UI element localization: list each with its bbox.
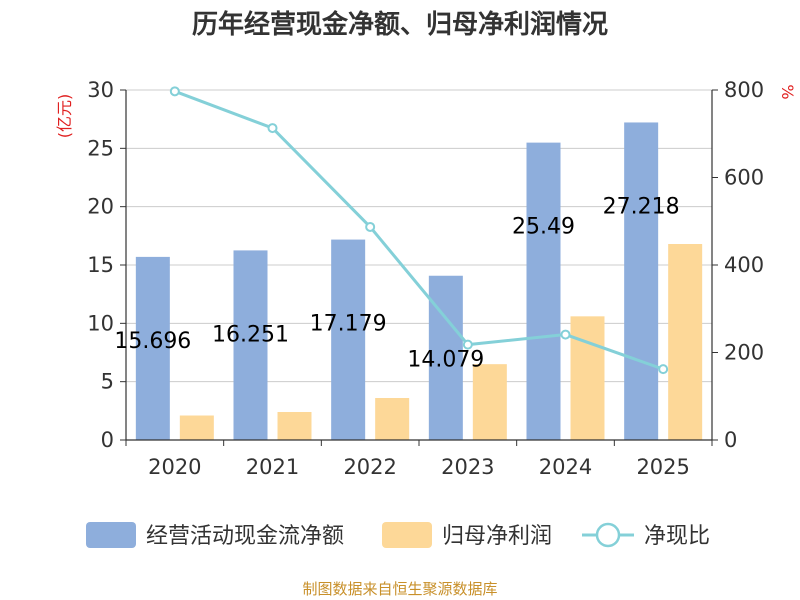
bar-data-label: 27.218	[603, 194, 680, 219]
left-tick-label: 5	[101, 370, 114, 394]
left-tick-label: 10	[87, 311, 114, 335]
x-tick-label: 2022	[343, 455, 396, 479]
left-tick-label: 0	[101, 428, 114, 452]
x-tick-label: 2021	[246, 455, 299, 479]
ratio-point	[267, 123, 278, 134]
legend-swatch	[86, 522, 136, 548]
bar-data-label: 25.49	[512, 215, 575, 240]
bar	[624, 122, 659, 440]
bar-data-label: 14.079	[407, 348, 484, 373]
bars	[135, 122, 703, 440]
left-tick-label: 15	[87, 253, 114, 277]
legend-circle-icon	[595, 522, 621, 548]
ratio-point	[462, 339, 473, 350]
bar	[375, 398, 410, 440]
bar	[233, 250, 268, 440]
x-tick-label: 2023	[441, 455, 494, 479]
ratio-line-series	[169, 86, 669, 375]
bar	[526, 142, 561, 440]
legend-swatch	[382, 522, 432, 548]
right-tick-label: 800	[724, 78, 764, 102]
legend-label: 归母净利润	[442, 524, 552, 549]
bar	[668, 244, 703, 440]
left-tick-label: 30	[87, 78, 114, 102]
right-tick-label: 200	[724, 341, 764, 365]
legend-label: 净现比	[644, 524, 710, 549]
ratio-point	[169, 86, 180, 97]
left-tick-label: 20	[87, 195, 114, 219]
chart-title: 历年经营现金净额、归母净利润情况	[192, 9, 608, 40]
bar	[135, 256, 170, 440]
right-tick-label: 600	[724, 166, 764, 190]
source-note: 制图数据来自恒生聚源数据库	[302, 580, 497, 598]
bar	[331, 239, 366, 440]
gridlines	[126, 89, 712, 383]
left-tick-label: 25	[87, 136, 114, 160]
right-tick-label: 400	[724, 253, 764, 277]
ratio-point	[560, 329, 571, 340]
bar	[179, 415, 214, 440]
legend: 经营活动现金流净额 归母净利润 净现比	[86, 522, 710, 549]
x-tick-label: 2025	[636, 455, 689, 479]
bar	[570, 316, 605, 440]
x-tick-label: 2024	[539, 455, 592, 479]
x-tick-label: 2020	[148, 455, 201, 479]
ratio-line	[174, 89, 664, 371]
bar	[277, 412, 312, 440]
ratio-point	[658, 364, 669, 375]
right-tick-label: 0	[724, 428, 737, 452]
bar	[472, 364, 507, 440]
right-axis-unit: %	[778, 84, 797, 99]
bar-data-label: 16.251	[212, 322, 289, 347]
left-axis-unit: (亿元)	[55, 94, 74, 139]
bar-data-label: 17.179	[310, 312, 387, 337]
legend-label: 经营活动现金流净额	[146, 524, 344, 549]
data-labels: 15.696 16.251 17.179 14.079 25.49 27.218	[114, 194, 679, 372]
ratio-point	[365, 221, 376, 232]
bar-data-label: 15.696	[114, 329, 191, 354]
